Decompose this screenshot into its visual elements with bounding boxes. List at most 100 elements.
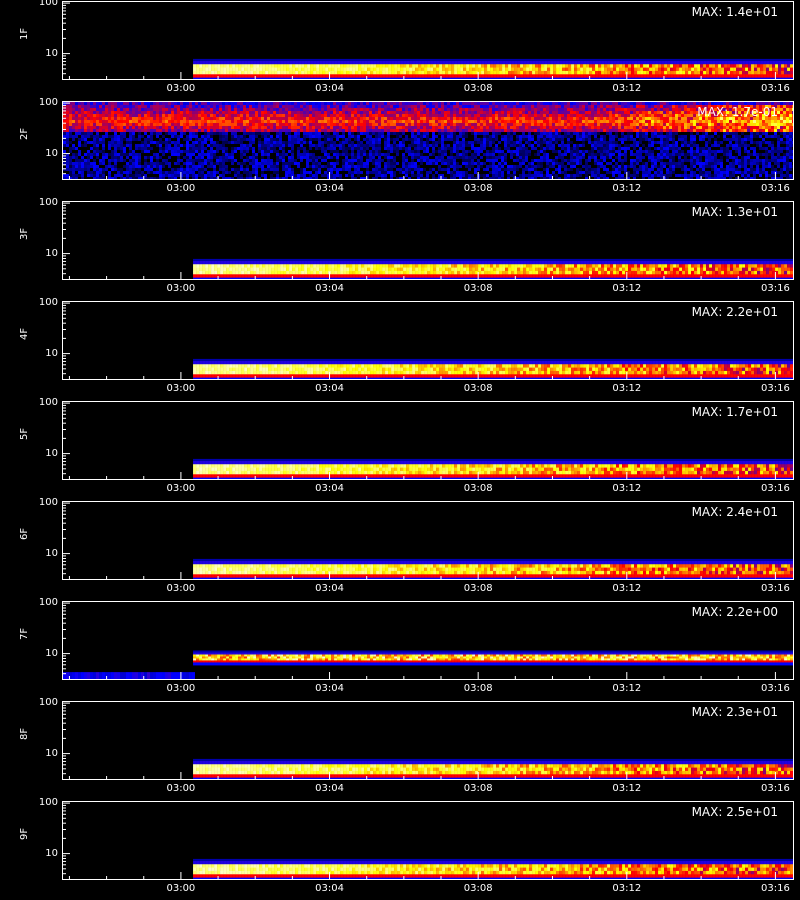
heatmap-cell (210, 150, 213, 153)
heatmap-cell (285, 129, 288, 132)
heatmap-cell (426, 156, 429, 159)
heatmap-cell (123, 165, 126, 168)
heatmap-cell (99, 102, 102, 105)
heatmap-cell (565, 70, 569, 75)
heatmap-cell (120, 114, 123, 117)
heatmap-cell (303, 174, 306, 177)
heatmap-cell (123, 114, 126, 117)
heatmap-cell (450, 138, 453, 141)
heatmap-cell (288, 138, 291, 141)
heatmap-cell (378, 162, 381, 165)
heatmap-cell (498, 156, 501, 159)
heatmap-cell (111, 129, 114, 132)
heatmap-cell (150, 129, 153, 132)
heatmap-cell (207, 177, 210, 179)
heatmap-cell (306, 165, 309, 168)
heatmap-cell (522, 150, 525, 153)
heatmap-cell (213, 117, 216, 120)
heatmap-cell (231, 123, 234, 126)
heatmap-cell (348, 165, 351, 168)
heatmap-cell (474, 108, 477, 111)
heatmap-cell (117, 144, 120, 147)
x-tick-label: 03:12 (612, 83, 642, 94)
heatmap-cell (501, 108, 504, 111)
heatmap-cell (294, 105, 297, 108)
heatmap-cell (147, 105, 150, 108)
heatmap-cell (354, 129, 357, 132)
heatmap-cell (357, 141, 360, 144)
heatmap-cell (441, 144, 444, 147)
heatmap-cell (375, 111, 378, 114)
heatmap-cell (360, 108, 363, 111)
heatmap-cell (300, 174, 303, 177)
heatmap-cell (225, 111, 228, 114)
heatmap-cell (280, 64, 284, 69)
heatmap-cell (87, 120, 90, 123)
heatmap-cell (492, 117, 495, 120)
heatmap-cell (432, 150, 435, 153)
heatmap-cell (477, 129, 480, 132)
heatmap-cell (760, 67, 764, 72)
heatmap-cell (354, 159, 357, 162)
heatmap-cell (363, 108, 366, 111)
heatmap-cell (150, 108, 153, 111)
heatmap-cell (105, 168, 108, 171)
heatmap-cell (255, 102, 258, 105)
heatmap-cell (450, 123, 453, 126)
heatmap-cell (528, 132, 531, 135)
heatmap-cell (366, 177, 369, 179)
heatmap-cell (453, 147, 456, 150)
heatmap-cell (231, 141, 234, 144)
heatmap-cell (342, 102, 345, 105)
heatmap-cell (159, 150, 162, 153)
heatmap-cell (399, 144, 402, 147)
heatmap-cell (246, 150, 249, 153)
heatmap-cell (745, 67, 749, 72)
heatmap-cell (199, 67, 203, 72)
heatmap-cell (168, 165, 171, 168)
heatmap-cell (550, 67, 554, 72)
heatmap-cell (201, 117, 204, 120)
heatmap-cell (483, 138, 486, 141)
heatmap-cell (268, 74, 272, 79)
heatmap-cell (462, 144, 465, 147)
heatmap-cell (579, 159, 582, 162)
heatmap-cell (462, 162, 465, 165)
heatmap-cell (372, 144, 375, 147)
heatmap-cell (280, 70, 284, 75)
heatmap-cell (138, 156, 141, 159)
heatmap-cell (322, 74, 326, 79)
heatmap-cell (264, 123, 267, 126)
heatmap-cell (579, 108, 582, 111)
heatmap-cell (241, 74, 245, 79)
heatmap-cell (198, 165, 201, 168)
heatmap-cell (132, 162, 135, 165)
heatmap-cell (147, 177, 150, 179)
heatmap-cell (378, 126, 381, 129)
heatmap-cell (351, 117, 354, 120)
heatmap-cell (357, 102, 360, 105)
heatmap-cell (414, 123, 417, 126)
heatmap-cell (474, 114, 477, 117)
heatmap-cell (66, 156, 69, 159)
heatmap-cell (570, 174, 573, 177)
heatmap-cell (408, 126, 411, 129)
heatmap-cell (177, 153, 180, 156)
heatmap-cell (579, 114, 582, 117)
heatmap-cell (492, 129, 495, 132)
heatmap-cell (225, 105, 228, 108)
heatmap-cell (354, 126, 357, 129)
heatmap-cell (480, 126, 483, 129)
heatmap-cell (156, 141, 159, 144)
heatmap-cell (438, 105, 441, 108)
heatmap-cell (135, 117, 138, 120)
heatmap-cell (637, 74, 641, 79)
heatmap-cell (772, 64, 776, 69)
heatmap-cell (327, 138, 330, 141)
heatmap-cell (159, 108, 162, 111)
heatmap-cell (402, 171, 405, 174)
heatmap-cell (300, 177, 303, 179)
heatmap-cell (444, 123, 447, 126)
heatmap-cell (286, 60, 290, 65)
